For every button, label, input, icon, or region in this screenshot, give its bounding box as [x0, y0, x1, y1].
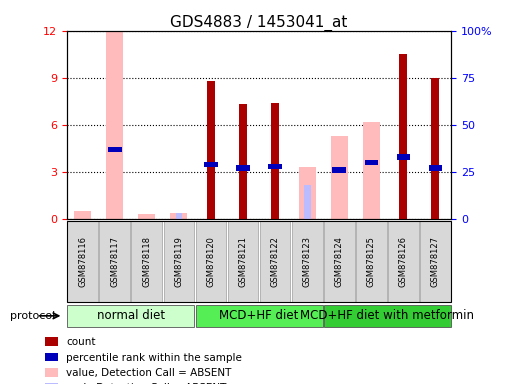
Text: MCD+HF diet with metformin: MCD+HF diet with metformin — [300, 309, 475, 322]
Text: GSM878127: GSM878127 — [431, 236, 440, 286]
Bar — [429, 166, 442, 171]
FancyBboxPatch shape — [292, 220, 323, 302]
FancyBboxPatch shape — [388, 220, 419, 302]
Text: GSM878120: GSM878120 — [206, 236, 215, 286]
Bar — [400, 54, 407, 219]
Text: GSM878118: GSM878118 — [142, 236, 151, 286]
Bar — [304, 185, 310, 219]
Text: GSM878123: GSM878123 — [303, 236, 312, 286]
FancyBboxPatch shape — [164, 220, 194, 302]
Text: protocol: protocol — [10, 311, 55, 321]
FancyBboxPatch shape — [228, 220, 259, 302]
FancyBboxPatch shape — [100, 220, 130, 302]
Bar — [74, 211, 91, 219]
FancyBboxPatch shape — [356, 220, 387, 302]
Text: GSM878124: GSM878124 — [334, 236, 344, 286]
Text: GSM878125: GSM878125 — [367, 236, 376, 286]
Legend: count, percentile rank within the sample, value, Detection Call = ABSENT, rank, : count, percentile rank within the sample… — [46, 338, 242, 384]
Bar — [195, 305, 323, 327]
Bar — [170, 213, 187, 219]
FancyBboxPatch shape — [324, 220, 354, 302]
Text: GSM878126: GSM878126 — [399, 236, 408, 286]
FancyBboxPatch shape — [131, 220, 162, 302]
Bar — [331, 136, 348, 219]
FancyBboxPatch shape — [67, 220, 98, 302]
FancyBboxPatch shape — [260, 220, 290, 302]
Bar — [239, 104, 247, 219]
Bar — [139, 214, 155, 219]
Text: GSM878116: GSM878116 — [78, 236, 87, 286]
Bar — [268, 164, 282, 169]
Bar — [207, 81, 215, 219]
Bar — [365, 160, 378, 165]
Bar — [67, 305, 194, 327]
Bar — [108, 147, 122, 152]
Text: normal diet: normal diet — [97, 309, 165, 322]
Bar — [397, 154, 410, 160]
Bar — [299, 167, 315, 219]
Text: GSM878121: GSM878121 — [239, 236, 248, 286]
Bar — [106, 31, 123, 219]
Bar — [271, 103, 279, 219]
Bar — [175, 213, 182, 219]
Bar — [431, 78, 439, 219]
Text: GSM878117: GSM878117 — [110, 236, 120, 286]
Text: GSM878122: GSM878122 — [270, 236, 280, 286]
Bar — [363, 122, 380, 219]
Bar — [204, 162, 218, 167]
FancyBboxPatch shape — [420, 220, 451, 302]
Text: GSM878119: GSM878119 — [174, 236, 184, 286]
Bar — [332, 167, 346, 173]
Bar — [324, 305, 451, 327]
Title: GDS4883 / 1453041_at: GDS4883 / 1453041_at — [170, 15, 348, 31]
Bar — [236, 166, 250, 171]
Text: MCD+HF diet: MCD+HF diet — [220, 309, 299, 322]
FancyBboxPatch shape — [195, 220, 226, 302]
